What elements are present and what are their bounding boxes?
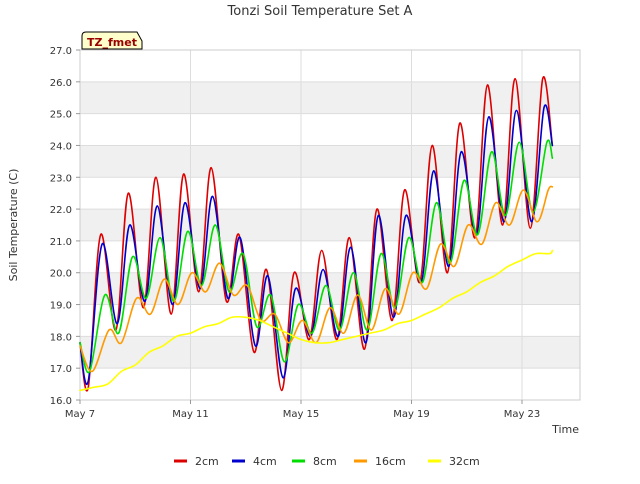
x-tick-label: May 7 — [65, 409, 95, 420]
y-axis-label: Soil Temperature (C) — [7, 169, 20, 282]
x-axis-ticks: May 7 May 11 May 15 May 19 May 23 — [65, 400, 540, 420]
series-line-16cm — [79, 185, 554, 373]
y-tick-label: 19.0 — [50, 301, 72, 312]
legend-label: 32cm — [449, 455, 480, 468]
series-line-2cm — [79, 76, 554, 392]
y-axis-ticks: 16.0 17.0 18.0 19.0 20.0 21.0 22.0 23.0 24.0 25.0… — [50, 46, 80, 407]
legend-label: 16cm — [375, 455, 406, 468]
legend-item-8cm: 8cm — [292, 455, 337, 468]
y-tick-label: 24.0 — [50, 141, 72, 152]
chart-title: Tonzi Soil Temperature Set A — [227, 4, 413, 19]
x-tick-label: May 11 — [172, 409, 209, 420]
plot-band — [80, 81, 580, 114]
y-tick-label: 27.0 — [50, 46, 72, 57]
legend-label: 8cm — [313, 455, 337, 468]
site-label: TZ_fmet — [87, 36, 137, 49]
legend-item-32cm: 32cm — [428, 455, 480, 468]
legend-item-2cm: 2cm — [174, 455, 219, 468]
y-tick-label: 20.0 — [50, 269, 72, 280]
series-layer — [79, 76, 554, 392]
y-tick-label: 17.0 — [50, 364, 72, 375]
series-line-8cm — [79, 139, 554, 374]
y-tick-label: 26.0 — [50, 78, 72, 89]
legend-label: 2cm — [195, 455, 219, 468]
legend-item-4cm: 4cm — [232, 455, 277, 468]
series-line-32cm — [79, 249, 554, 392]
y-tick-label: 23.0 — [50, 173, 72, 184]
y-tick-label: 18.0 — [50, 332, 72, 343]
plot-band — [80, 145, 580, 178]
legend-label: 4cm — [253, 455, 277, 468]
x-tick-label: May 19 — [393, 409, 430, 420]
plot-bands — [80, 81, 580, 369]
y-tick-label: 21.0 — [50, 237, 72, 248]
y-tick-label: 16.0 — [50, 396, 72, 407]
x-tick-label: May 23 — [504, 409, 541, 420]
y-tick-label: 25.0 — [50, 110, 72, 121]
y-tick-label: 22.0 — [50, 205, 72, 216]
x-tick-label: May 15 — [283, 409, 320, 420]
plot-band — [80, 336, 580, 369]
x-axis-label: Time — [551, 423, 579, 436]
series-line-4cm — [79, 104, 554, 385]
site-label-box: TZ_fmet — [81, 31, 143, 50]
legend-item-16cm: 16cm — [354, 455, 406, 468]
plot-frame — [79, 49, 581, 401]
legend: 2cm 4cm 8cm 16cm 32cm — [174, 455, 480, 468]
